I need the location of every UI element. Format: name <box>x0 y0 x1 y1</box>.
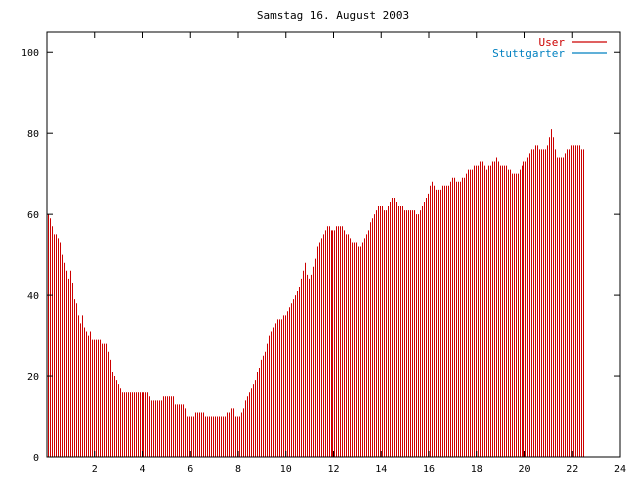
x-tick-label: 6 <box>187 464 193 475</box>
x-tick-label: 8 <box>235 464 241 475</box>
y-axis: 0 20 40 60 80 100 <box>21 48 620 464</box>
legend: User Stuttgarter <box>492 36 607 60</box>
y-tick-label: 20 <box>27 372 39 383</box>
x-tick-label: 18 <box>471 464 483 475</box>
y-tick-label: 0 <box>33 453 39 464</box>
user-series-bars <box>48 129 584 457</box>
x-tick-label: 12 <box>327 464 339 475</box>
x-axis: 2 4 6 8 10 12 14 16 18 20 22 24 <box>92 32 626 475</box>
x-tick-label: 10 <box>280 464 292 475</box>
legend-stuttgarter-label: Stuttgarter <box>492 47 565 60</box>
chart-title: Samstag 16. August 2003 <box>257 9 409 22</box>
x-tick-label: 16 <box>423 464 435 475</box>
x-tick-label: 4 <box>139 464 145 475</box>
y-tick-label: 80 <box>27 129 39 140</box>
x-tick-label: 24 <box>614 464 626 475</box>
y-tick-label: 60 <box>27 210 39 221</box>
y-tick-label: 40 <box>27 291 39 302</box>
x-tick-label: 14 <box>375 464 387 475</box>
x-tick-label: 20 <box>518 464 530 475</box>
y-tick-label: 100 <box>21 48 39 59</box>
x-tick-label: 22 <box>566 464 578 475</box>
legend-user-label: User <box>539 36 566 49</box>
x-tick-label: 2 <box>92 464 98 475</box>
